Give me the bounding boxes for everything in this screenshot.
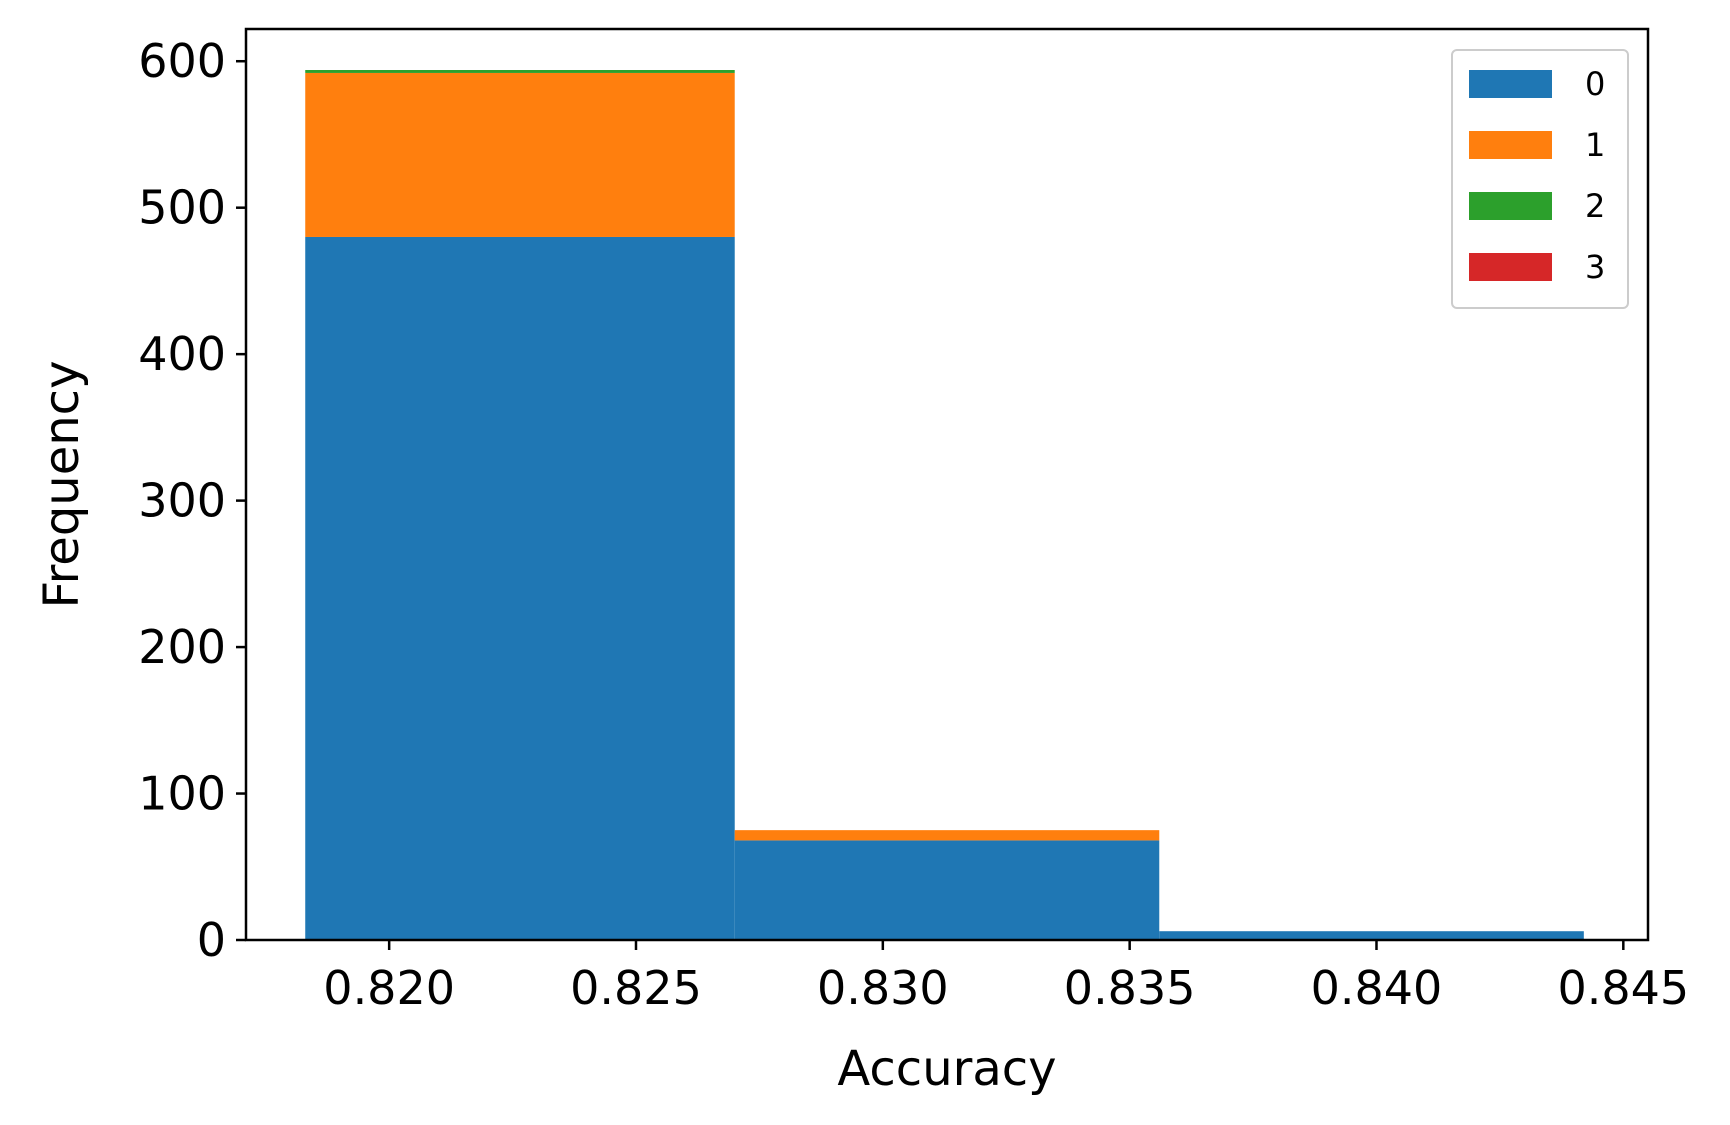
bar-series-1-bin-2 <box>734 830 1160 841</box>
legend-box <box>1451 49 1629 309</box>
plot-frame <box>244 27 1650 942</box>
legend-swatch-3 <box>1469 253 1552 281</box>
legend-swatch-1 <box>1469 131 1552 159</box>
x-tick-label: 0.830 <box>817 961 949 1015</box>
x-tick-label: 0.835 <box>1064 961 1196 1015</box>
legend-label-2: 2 <box>1585 187 1605 225</box>
y-tick-label: 200 <box>138 620 226 674</box>
y-axis-ticks: 0 100 200 300 400 500 600 <box>138 34 246 967</box>
y-tick-label: 500 <box>138 181 226 235</box>
y-tick-label: 600 <box>138 34 226 88</box>
legend-label-1: 1 <box>1585 126 1605 164</box>
bar-series-0-bin-3 <box>1159 931 1584 940</box>
legend-items: 0 1 2 3 <box>1469 65 1605 286</box>
bar-series-0-bin-1 <box>305 236 735 941</box>
y-axis-label: Frequency <box>34 361 90 609</box>
y-tick-label: 300 <box>138 474 226 528</box>
x-tick-label: 0.820 <box>323 961 455 1015</box>
bar-series-1-bin-1 <box>305 72 735 237</box>
legend: 0 1 2 3 <box>1451 49 1629 309</box>
x-tick-label: 0.825 <box>570 961 702 1015</box>
histogram-bars <box>305 70 1584 941</box>
x-tick-label: 0.845 <box>1557 961 1689 1015</box>
y-tick-label: 0 <box>197 913 226 967</box>
legend-swatch-0 <box>1469 70 1552 98</box>
y-tick-label: 400 <box>138 327 226 381</box>
x-tick-label: 0.840 <box>1311 961 1443 1015</box>
legend-swatch-2 <box>1469 192 1552 220</box>
x-axis-ticks: 0.820 0.825 0.830 0.835 0.840 0.845 <box>323 940 1689 1015</box>
legend-label-3: 3 <box>1585 248 1605 286</box>
x-axis-label: Accuracy <box>837 1041 1056 1097</box>
legend-label-0: 0 <box>1585 65 1605 103</box>
y-tick-label: 100 <box>138 767 226 821</box>
bar-series-0-bin-2 <box>734 840 1160 940</box>
bar-series-2-bin-1 <box>305 70 735 73</box>
